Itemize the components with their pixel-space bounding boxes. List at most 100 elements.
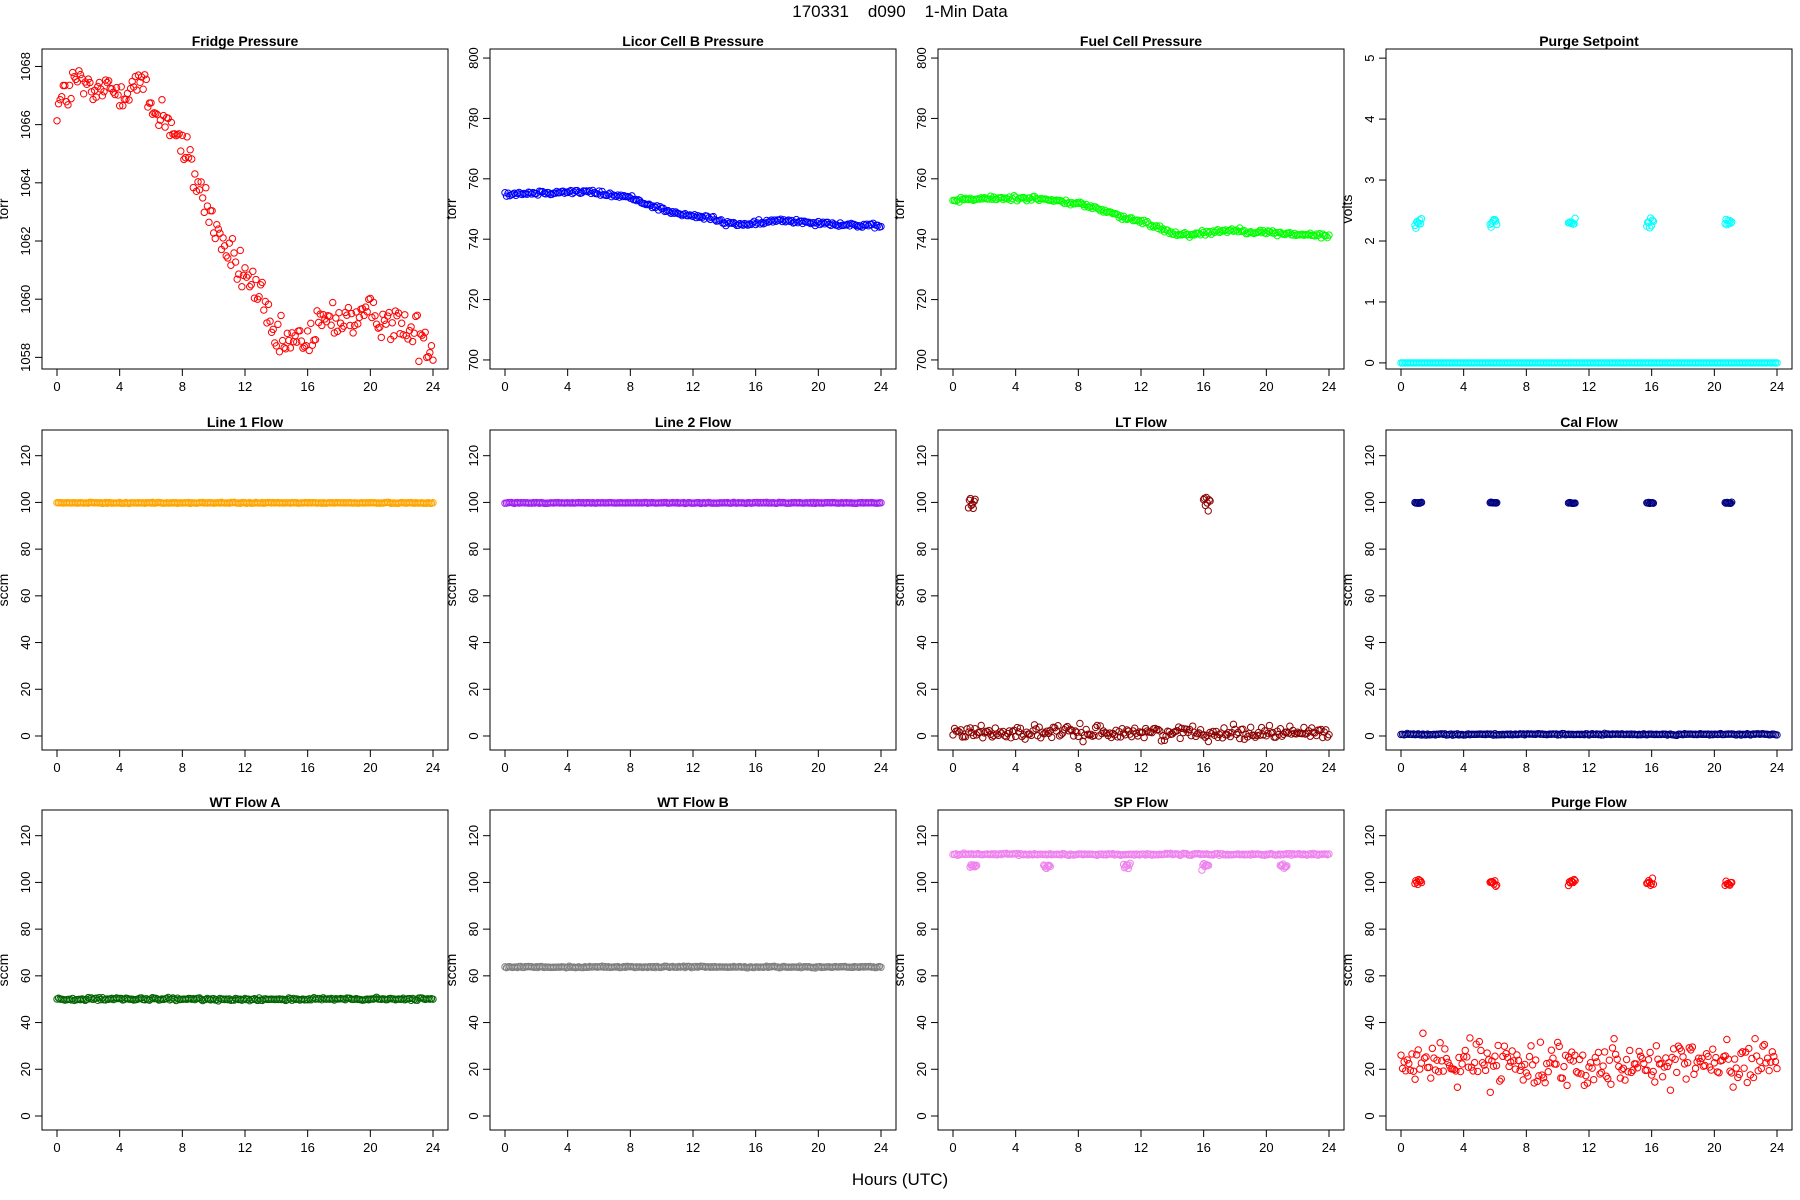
y-tick-label: 20 (1362, 1062, 1377, 1076)
y-tick-label: 0 (466, 1112, 481, 1119)
data-point (1522, 1069, 1531, 1077)
data-point (377, 333, 385, 342)
data-point (197, 178, 205, 186)
data-point (141, 71, 149, 79)
data-point (1570, 220, 1578, 228)
series-points (949, 493, 1333, 746)
data-point (76, 70, 85, 79)
y-axis-label: sccm (0, 574, 11, 607)
data-point (1204, 737, 1213, 746)
data-point (105, 77, 113, 85)
data-point (300, 343, 309, 351)
data-point (258, 278, 266, 287)
y-tick-label: 40 (914, 1015, 929, 1029)
data-point (211, 234, 219, 243)
data-point (1768, 1048, 1777, 1056)
data-point (1510, 1057, 1518, 1065)
data-point (1442, 1054, 1451, 1063)
x-tick-label: 24 (1770, 379, 1784, 394)
data-point (1611, 1050, 1620, 1059)
data-point (1113, 733, 1122, 741)
data-point (1524, 1072, 1532, 1080)
data-point (311, 335, 320, 344)
data-point (188, 155, 196, 163)
data-point (874, 221, 882, 230)
data-point (303, 327, 312, 335)
data-point (1030, 721, 1039, 729)
panel-wt-flow-b: WT Flow B sccm 0 4 8 12 16 20 24 0 20 40 60 80 100 120 (443, 794, 897, 1155)
x-tick-label: 4 (116, 1140, 123, 1155)
data-point (1276, 725, 1285, 733)
data-point (1553, 1038, 1562, 1047)
data-point (1765, 1066, 1773, 1075)
data-point (1535, 1072, 1543, 1080)
data-point (371, 312, 379, 320)
x-tick-label: 20 (1707, 760, 1721, 775)
data-point (382, 320, 390, 328)
data-point (1571, 214, 1579, 223)
data-point (954, 727, 962, 735)
data-point (1525, 1052, 1534, 1061)
data-point (256, 281, 265, 289)
data-point (136, 78, 144, 87)
data-point (1434, 1067, 1443, 1076)
x-tick-label: 24 (1322, 760, 1336, 775)
data-point (1513, 1051, 1521, 1059)
data-point (1621, 1076, 1629, 1084)
panel-title: WT Flow A (209, 794, 280, 810)
data-point (1093, 721, 1101, 730)
data-point (819, 218, 827, 226)
y-tick-label: 20 (914, 1062, 929, 1076)
data-point (363, 308, 371, 316)
data-point (1649, 1067, 1657, 1076)
data-point (250, 294, 259, 302)
data-point (408, 337, 417, 346)
data-point (238, 283, 246, 291)
data-point (139, 85, 147, 93)
y-axis-label: sccm (1339, 954, 1355, 987)
data-point (1048, 733, 1056, 742)
data-point (1610, 1035, 1618, 1043)
data-point (1673, 1068, 1681, 1077)
data-point (1732, 1064, 1740, 1072)
data-point (1596, 1070, 1604, 1078)
data-point (1179, 229, 1188, 238)
series-points (53, 498, 437, 508)
data-point (95, 993, 104, 1002)
data-point (1425, 1063, 1433, 1072)
x-tick-label: 20 (1707, 1140, 1721, 1155)
data-point (1068, 726, 1076, 735)
panel-title: Line 2 Flow (655, 414, 731, 430)
data-point (297, 337, 306, 345)
data-point (1644, 1055, 1653, 1064)
data-point (853, 223, 862, 231)
data-point (329, 298, 337, 307)
data-point (1220, 724, 1228, 732)
x-tick-label: 8 (1075, 1140, 1082, 1155)
data-point (167, 118, 176, 127)
panel-title: Purge Setpoint (1539, 33, 1639, 49)
data-point (1417, 498, 1426, 507)
data-point (1533, 1077, 1542, 1086)
data-point (413, 311, 422, 319)
y-tick-label: 80 (1362, 542, 1377, 556)
x-tick-label: 24 (1322, 379, 1336, 394)
data-point (142, 75, 151, 84)
data-point (1405, 1059, 1413, 1068)
x-tick-label: 16 (1196, 760, 1210, 775)
data-point (327, 321, 335, 329)
data-point (388, 319, 396, 327)
data-point (1560, 1062, 1568, 1071)
data-point (114, 91, 122, 99)
data-point (1199, 861, 1207, 869)
data-point (1693, 1058, 1701, 1066)
data-point (1680, 1060, 1689, 1068)
y-tick-label: 80 (18, 542, 33, 556)
y-tick-label: 720 (466, 289, 481, 311)
data-point (286, 344, 295, 352)
data-point (1411, 1075, 1419, 1083)
data-point (1662, 1054, 1670, 1062)
x-tick-label: 4 (1012, 379, 1019, 394)
x-tick-label: 8 (179, 1140, 186, 1155)
data-point (1511, 1065, 1520, 1073)
